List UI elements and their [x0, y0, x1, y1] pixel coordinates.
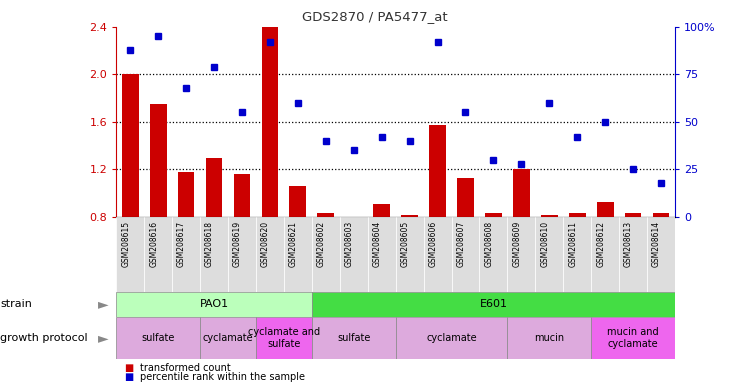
- Bar: [256, 217, 284, 292]
- Bar: [625, 214, 641, 217]
- Text: GSM208609: GSM208609: [512, 221, 521, 267]
- Bar: [513, 169, 529, 217]
- Text: GSM208620: GSM208620: [261, 221, 270, 267]
- Bar: [312, 292, 675, 317]
- Bar: [429, 126, 446, 217]
- Text: GSM208607: GSM208607: [457, 221, 466, 267]
- Bar: [374, 204, 390, 217]
- Bar: [452, 217, 479, 292]
- Text: GSM208602: GSM208602: [316, 221, 326, 267]
- Text: GSM208611: GSM208611: [568, 221, 578, 267]
- Bar: [340, 217, 368, 292]
- Bar: [284, 217, 312, 292]
- Text: ►: ►: [98, 297, 109, 311]
- Bar: [479, 217, 507, 292]
- Bar: [401, 215, 418, 217]
- Text: GSM208606: GSM208606: [428, 221, 437, 267]
- Bar: [228, 217, 256, 292]
- Bar: [290, 186, 306, 217]
- Bar: [200, 317, 256, 359]
- Text: sulfate: sulfate: [142, 333, 175, 343]
- Bar: [368, 217, 396, 292]
- Text: percentile rank within the sample: percentile rank within the sample: [140, 372, 305, 382]
- Bar: [122, 74, 139, 217]
- Text: GSM208616: GSM208616: [149, 221, 158, 267]
- Bar: [312, 317, 396, 359]
- Text: GSM208617: GSM208617: [177, 221, 186, 267]
- Bar: [262, 9, 278, 217]
- Text: GSM208610: GSM208610: [540, 221, 549, 267]
- Bar: [116, 217, 144, 292]
- Text: GSM208621: GSM208621: [289, 221, 298, 267]
- Text: mucin: mucin: [534, 333, 564, 343]
- Bar: [317, 214, 334, 217]
- Bar: [652, 214, 670, 217]
- Text: cyclamate: cyclamate: [426, 333, 477, 343]
- Bar: [647, 217, 675, 292]
- Bar: [233, 174, 250, 217]
- Bar: [536, 217, 563, 292]
- Text: GSM208615: GSM208615: [122, 221, 130, 267]
- Bar: [541, 215, 558, 217]
- Text: GDS2870 / PA5477_at: GDS2870 / PA5477_at: [302, 10, 448, 23]
- Text: GSM208619: GSM208619: [233, 221, 242, 267]
- Bar: [396, 217, 424, 292]
- Bar: [507, 317, 591, 359]
- Bar: [116, 292, 312, 317]
- Text: GSM208612: GSM208612: [596, 221, 605, 267]
- Bar: [457, 178, 474, 217]
- Bar: [568, 214, 586, 217]
- Text: sulfate: sulfate: [337, 333, 370, 343]
- Text: strain: strain: [0, 299, 32, 310]
- Bar: [200, 217, 228, 292]
- Text: GSM208618: GSM208618: [205, 221, 214, 267]
- Text: ■: ■: [124, 363, 133, 373]
- Bar: [178, 172, 194, 217]
- Bar: [485, 214, 502, 217]
- Bar: [620, 217, 647, 292]
- Bar: [256, 317, 312, 359]
- Text: E601: E601: [479, 299, 508, 310]
- Bar: [591, 317, 675, 359]
- Bar: [396, 317, 507, 359]
- Bar: [172, 217, 200, 292]
- Text: PAO1: PAO1: [200, 299, 229, 310]
- Text: GSM208608: GSM208608: [484, 221, 494, 267]
- Bar: [144, 217, 172, 292]
- Text: ■: ■: [124, 372, 133, 382]
- Bar: [206, 157, 223, 217]
- Bar: [591, 217, 620, 292]
- Text: GSM208614: GSM208614: [652, 221, 661, 267]
- Bar: [116, 317, 200, 359]
- Text: GSM208605: GSM208605: [400, 221, 410, 267]
- Text: GSM208604: GSM208604: [373, 221, 382, 267]
- Bar: [507, 217, 536, 292]
- Text: GSM208603: GSM208603: [345, 221, 354, 267]
- Text: mucin and
cyclamate: mucin and cyclamate: [608, 327, 659, 349]
- Text: transformed count: transformed count: [140, 363, 231, 373]
- Text: GSM208613: GSM208613: [624, 221, 633, 267]
- Text: cyclamate: cyclamate: [202, 333, 254, 343]
- Text: ►: ►: [98, 331, 109, 345]
- Text: growth protocol: growth protocol: [0, 333, 88, 343]
- Bar: [563, 217, 591, 292]
- Bar: [150, 104, 166, 217]
- Bar: [312, 217, 340, 292]
- Bar: [424, 217, 451, 292]
- Text: cyclamate and
sulfate: cyclamate and sulfate: [248, 327, 320, 349]
- Bar: [597, 202, 613, 217]
